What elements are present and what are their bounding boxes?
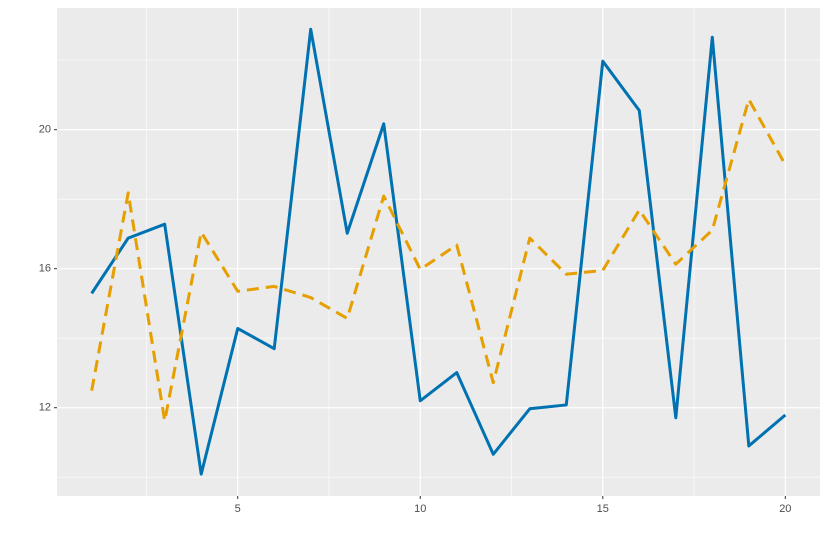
y-tick-label: 12 <box>39 402 51 414</box>
y-tick-label: 16 <box>39 263 51 275</box>
line-series <box>90 97 787 423</box>
line-series <box>90 27 787 476</box>
x-tick-label: 10 <box>414 503 426 515</box>
panel <box>57 8 820 496</box>
x-tick-label: 20 <box>779 503 791 515</box>
y-tick-label: 20 <box>39 124 51 136</box>
x-tick-label: 5 <box>235 503 241 515</box>
x-tick-label: 15 <box>597 503 609 515</box>
